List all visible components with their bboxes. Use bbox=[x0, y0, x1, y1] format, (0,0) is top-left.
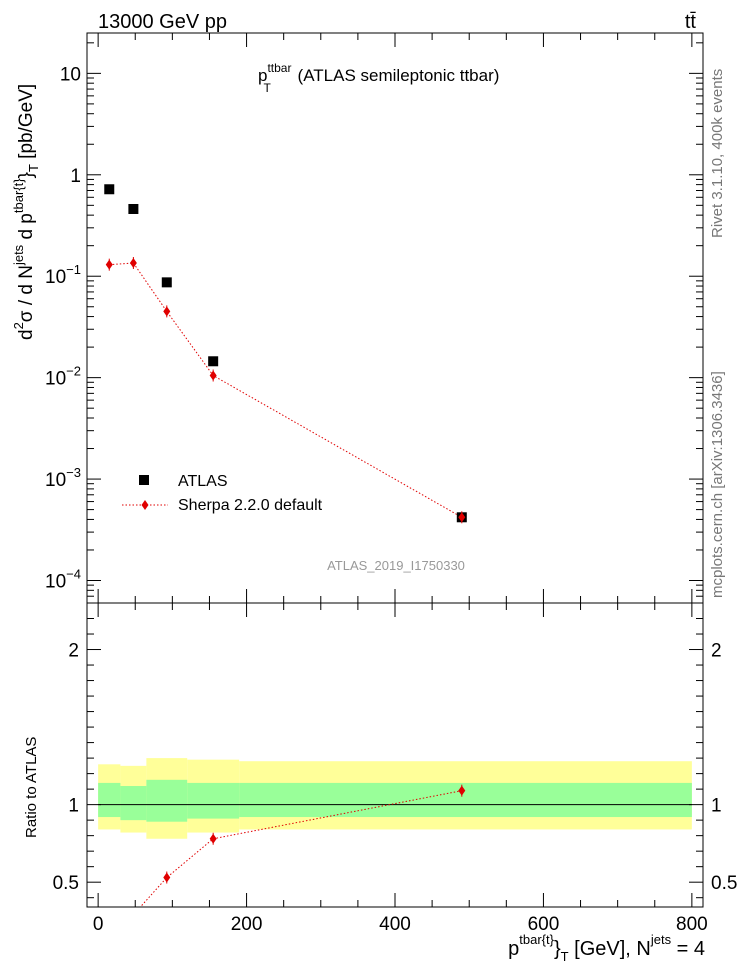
ratio-x-tick-label: 400 bbox=[379, 914, 411, 935]
main-y-tick-label: 1 bbox=[70, 166, 81, 187]
mcplots-label: mcplots.cern.ch [arXiv:1306.3436] bbox=[709, 371, 726, 598]
sherpa-point bbox=[105, 259, 113, 270]
sherpa-point bbox=[129, 257, 137, 268]
ratio-y-tick-label-right: 2 bbox=[711, 641, 722, 662]
sherpa-line-main bbox=[109, 262, 463, 518]
atlas-point bbox=[161, 277, 172, 288]
main-y-tick-label: 10−1 bbox=[45, 262, 81, 288]
ratio-x-tick-label: 600 bbox=[528, 914, 560, 935]
sherpa-line-segment bbox=[109, 262, 463, 518]
sherpa-point bbox=[209, 370, 217, 381]
main-y-tick-label: 10−2 bbox=[45, 364, 81, 390]
ratio-y-ticks: 0.5 0.5 1 1 2 2 bbox=[53, 618, 737, 899]
ratio-x-tick-label: 200 bbox=[231, 914, 263, 935]
legend-atlas-label: ATLAS bbox=[178, 473, 228, 490]
ratio-frame bbox=[86, 602, 704, 908]
legend-sherpa-label: Sherpa 2.2.0 default bbox=[178, 497, 323, 514]
main-panel: 10 1 10−1 10−2 10−3 10−4 pttbar T (ATLAS semil… bbox=[11, 32, 704, 604]
rivet-label: Rivet 3.1.10, 400k events bbox=[709, 69, 726, 238]
sherpa-ratio-point bbox=[458, 785, 466, 796]
green-band-segment bbox=[239, 782, 692, 818]
ratio-y-tick-label-right: 0.5 bbox=[711, 873, 737, 894]
main-plot-area bbox=[104, 184, 467, 524]
atlas-point bbox=[128, 203, 139, 214]
atlas-markers bbox=[104, 184, 467, 523]
sherpa-markers-main bbox=[105, 256, 466, 524]
main-y-tick-label: 10 bbox=[60, 64, 81, 85]
ratio-y-tick-label: 1 bbox=[68, 796, 79, 817]
ratio-y-tick-label-right: 1 bbox=[711, 796, 722, 817]
ratio-ylabel: Ratio to ATLAS bbox=[23, 737, 40, 838]
green-band-segment bbox=[146, 779, 188, 822]
analysis-watermark: ATLAS_2019_I1750330 bbox=[327, 558, 465, 573]
main-y-ticks: 10 1 10−1 10−2 10−3 10−4 bbox=[45, 42, 703, 604]
ratio-panel: 0.5 0.51 12 2 0 200 400 600 800 Ratio to ATLAS … bbox=[23, 602, 737, 964]
legend-sherpa-marker bbox=[141, 500, 149, 510]
main-frame bbox=[86, 32, 704, 604]
green-band-segment bbox=[120, 786, 147, 821]
sherpa-ratio-point bbox=[106, 927, 113, 937]
ratio-x-tick-label: 800 bbox=[676, 914, 708, 935]
ratio-plot-area bbox=[98, 758, 692, 937]
sherpa-line-ratio bbox=[139, 790, 462, 907]
ratio-y-tick-label: 0.5 bbox=[53, 873, 79, 894]
green-band-segment bbox=[98, 782, 121, 818]
title-sup: ttbar bbox=[267, 61, 291, 75]
main-x-ticks bbox=[97, 33, 693, 603]
ratio-x-ticks: 0 200 400 600 800 bbox=[93, 603, 708, 935]
main-y-tick-label: 10−3 bbox=[45, 465, 81, 491]
main-title: pttbar T (ATLAS semileptonic ttbar) bbox=[258, 61, 499, 95]
sherpa-point bbox=[458, 512, 466, 523]
green-band-segment bbox=[187, 782, 240, 819]
atlas-point bbox=[208, 356, 219, 367]
sherpa-ratio-line-segment bbox=[139, 790, 462, 907]
ratio-green-band bbox=[98, 779, 692, 822]
sherpa-ratio-point bbox=[163, 872, 171, 883]
title-p: p bbox=[258, 66, 267, 85]
ratio-x-tick-label: 0 bbox=[93, 914, 104, 935]
sherpa-point bbox=[163, 306, 171, 317]
sherpa-markers-ratio bbox=[106, 784, 466, 937]
title-rest: (ATLAS semileptonic ttbar) bbox=[293, 66, 500, 85]
title-sub: T bbox=[263, 81, 271, 95]
ratio-xlabel: ptbar{t}}T [GeV], Njets = 4 bbox=[508, 932, 705, 964]
main-ylabel: d2σ / d Njets d ptbar{t}}T [pb/GeV] bbox=[11, 84, 41, 340]
process-label: tt̄ bbox=[685, 11, 697, 33]
main-y-tick-label: 10−4 bbox=[45, 566, 81, 592]
sherpa-ratio-point bbox=[209, 833, 217, 844]
sherpa-ratio-point bbox=[130, 910, 137, 920]
ratio-y-tick-label: 2 bbox=[68, 641, 79, 662]
legend: ATLAS Sherpa 2.2.0 default bbox=[122, 473, 323, 514]
energy-label: 13000 GeV pp bbox=[98, 11, 227, 33]
legend-atlas-marker bbox=[139, 475, 149, 485]
atlas-point bbox=[104, 184, 115, 195]
